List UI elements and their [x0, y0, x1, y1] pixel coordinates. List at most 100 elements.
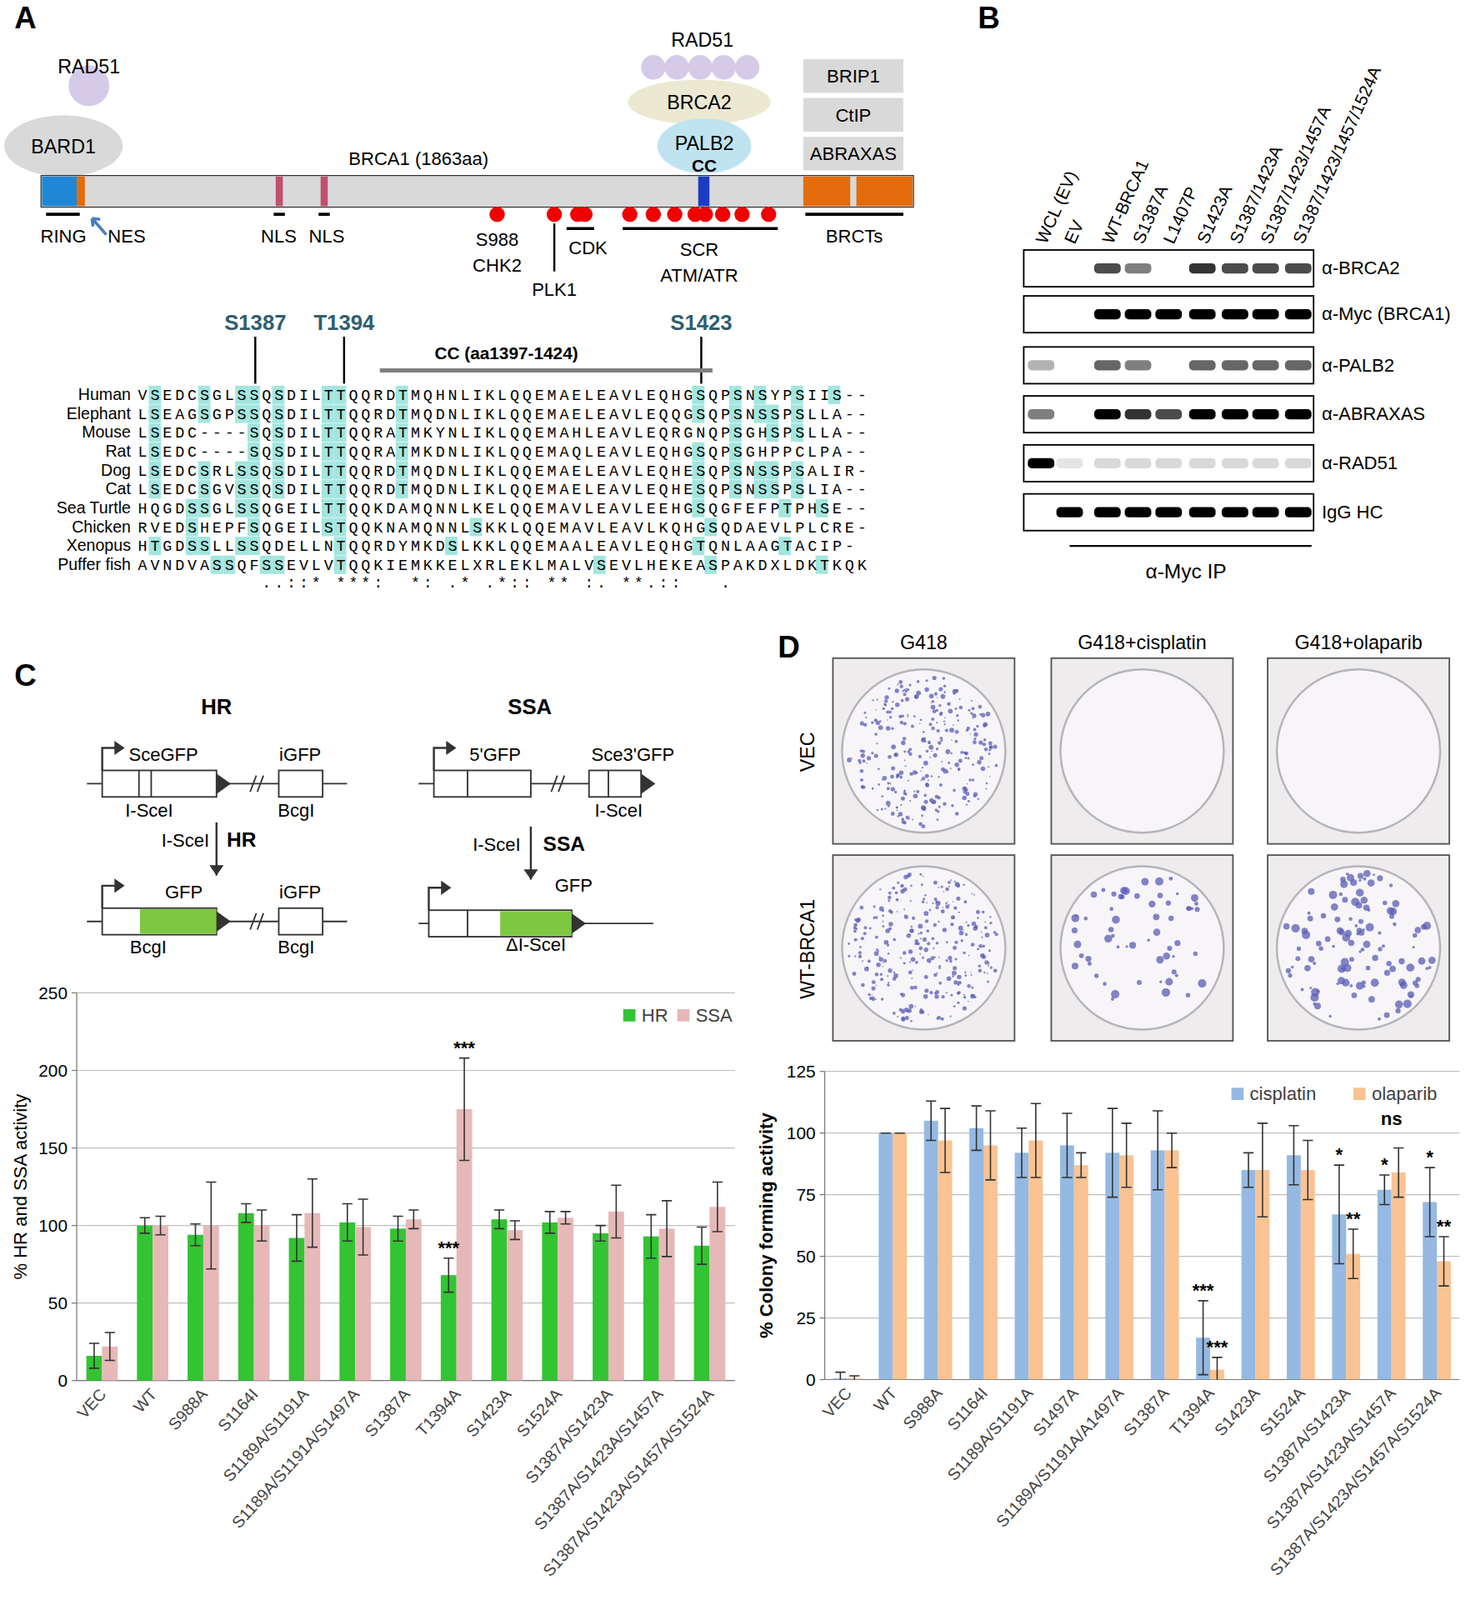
label: I-SceI	[161, 830, 211, 851]
colony	[854, 918, 857, 921]
sequence: HTGDSSLLSSQDELLNTQQRDYMKDSLKKLQQEMAALEAV…	[138, 538, 855, 556]
colony	[1129, 941, 1136, 949]
colony	[1087, 961, 1092, 966]
colony	[1312, 961, 1316, 966]
nls-domain	[275, 176, 284, 207]
colony	[901, 1008, 904, 1011]
colony	[952, 945, 957, 951]
colony	[857, 759, 861, 763]
label: S1387	[224, 310, 286, 335]
band	[1221, 309, 1249, 320]
category-label: S1164I	[214, 1385, 262, 1436]
tick	[819, 1255, 825, 1257]
blot-frame	[1023, 346, 1314, 384]
colony	[860, 749, 864, 753]
colony	[931, 902, 934, 905]
colony	[987, 965, 990, 967]
error-bar	[140, 1217, 151, 1234]
colony	[910, 1020, 912, 1022]
colony	[923, 994, 929, 1000]
colony	[1337, 964, 1346, 973]
colony	[975, 725, 979, 728]
nes-arrow	[91, 218, 106, 236]
colony	[1358, 950, 1361, 953]
colony	[1185, 992, 1191, 997]
colony	[1290, 924, 1300, 933]
colony	[900, 796, 906, 801]
colony	[949, 727, 955, 733]
line	[318, 212, 330, 216]
colony	[904, 760, 906, 762]
category-label: S1423A	[1210, 1383, 1265, 1440]
colony	[971, 706, 976, 711]
colony	[908, 683, 911, 686]
tick	[819, 1194, 825, 1196]
label: GFP	[165, 881, 203, 903]
label: NLS	[309, 225, 346, 247]
colony	[920, 738, 926, 743]
triangle	[216, 910, 231, 931]
colony	[1389, 883, 1393, 887]
colony	[917, 924, 923, 930]
colony	[922, 875, 925, 878]
colony	[881, 925, 885, 928]
colony	[1428, 956, 1436, 965]
colony	[893, 753, 897, 757]
colony	[993, 968, 998, 973]
colony	[884, 807, 886, 810]
band	[1094, 507, 1121, 518]
colony	[893, 938, 896, 941]
colony	[1347, 940, 1355, 947]
colony	[911, 916, 916, 921]
colony	[1318, 945, 1324, 951]
colony	[886, 781, 890, 785]
legend-label: SSA	[695, 1005, 733, 1026]
gene-box	[278, 908, 323, 936]
colony	[978, 740, 983, 745]
colony	[853, 923, 858, 928]
colony	[923, 760, 929, 766]
colony	[940, 995, 945, 999]
colony	[888, 921, 894, 927]
colony	[1094, 973, 1099, 978]
colony	[1320, 913, 1326, 919]
rad51-shape	[640, 55, 666, 80]
colony	[965, 932, 967, 935]
colony	[875, 998, 877, 1001]
tick-label: 50	[48, 1293, 68, 1313]
error-bar	[940, 1108, 951, 1173]
brct-domain	[803, 176, 851, 207]
colony	[1116, 945, 1121, 949]
colony	[944, 723, 946, 726]
colony	[870, 994, 873, 996]
band	[1125, 409, 1152, 420]
colony	[1121, 887, 1130, 896]
grid-line	[825, 1132, 1461, 1134]
gene-box	[589, 770, 641, 797]
colony	[915, 960, 919, 965]
colony	[850, 757, 853, 760]
colony	[899, 775, 903, 780]
band	[1056, 360, 1084, 371]
colony	[1174, 940, 1181, 946]
colony	[942, 802, 946, 806]
bar	[892, 1133, 907, 1381]
colony	[949, 960, 953, 964]
colony	[945, 902, 948, 906]
annotation: ns	[1380, 1108, 1403, 1130]
colony	[1341, 896, 1348, 903]
colony	[1110, 997, 1115, 1001]
colony	[1104, 935, 1112, 943]
species: Xenopus	[66, 535, 132, 555]
colony	[965, 804, 968, 806]
axis-title: % HR and SSA activity	[10, 1094, 31, 1281]
category-label: WT	[130, 1385, 161, 1416]
colony	[1358, 919, 1364, 925]
colony	[1070, 914, 1080, 923]
colony	[940, 909, 946, 914]
tick	[819, 1070, 825, 1072]
blot-frame	[1023, 494, 1314, 531]
colony	[916, 680, 921, 684]
bar	[254, 1225, 271, 1381]
colony	[940, 694, 946, 700]
